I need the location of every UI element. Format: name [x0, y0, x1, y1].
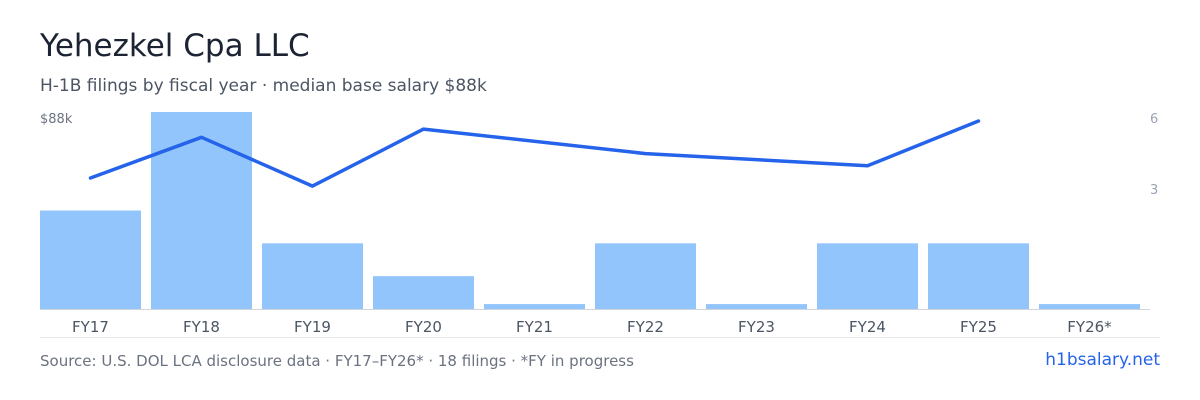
bar-fy17: [40, 210, 141, 309]
left-axis-label: $88k: [40, 112, 73, 127]
bar-fy24: [817, 243, 918, 309]
bar-fy18: [151, 112, 252, 309]
bar-fy22: [595, 243, 696, 309]
x-tick-fy21: FY21: [516, 318, 553, 336]
x-tick-fy22: FY22: [627, 318, 664, 336]
bar-fy25: [928, 243, 1029, 309]
x-tick-fy19: FY19: [294, 318, 331, 336]
brand-link[interactable]: h1bsalary.net: [1045, 350, 1160, 370]
x-tick-fy25: FY25: [960, 318, 997, 336]
x-tick-fy26-star: FY26*: [1067, 318, 1112, 336]
bar-fy26-star: [1039, 304, 1140, 309]
chart-subtitle: H-1B filings by fiscal year · median bas…: [40, 76, 487, 96]
bar-fy19: [262, 243, 363, 309]
source-note: Source: U.S. DOL LCA disclosure data · F…: [40, 352, 634, 370]
x-tick-fy18: FY18: [183, 318, 220, 336]
right-axis-tick-3: 3: [1150, 183, 1159, 198]
x-tick-fy17: FY17: [72, 318, 109, 336]
chart-title: Yehezkel Cpa LLC: [40, 28, 310, 64]
x-tick-fy24: FY24: [849, 318, 886, 336]
x-tick-fy23: FY23: [738, 318, 775, 336]
bar-fy23: [706, 304, 807, 309]
bar-fy20: [373, 276, 474, 309]
bar-fy21: [484, 304, 585, 309]
median-salary-line: [88, 119, 981, 188]
right-axis-tick-6: 6: [1150, 112, 1159, 127]
x-tick-fy20: FY20: [405, 318, 442, 336]
